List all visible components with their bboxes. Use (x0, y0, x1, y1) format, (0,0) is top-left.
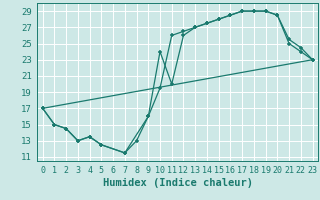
X-axis label: Humidex (Indice chaleur): Humidex (Indice chaleur) (103, 178, 252, 188)
